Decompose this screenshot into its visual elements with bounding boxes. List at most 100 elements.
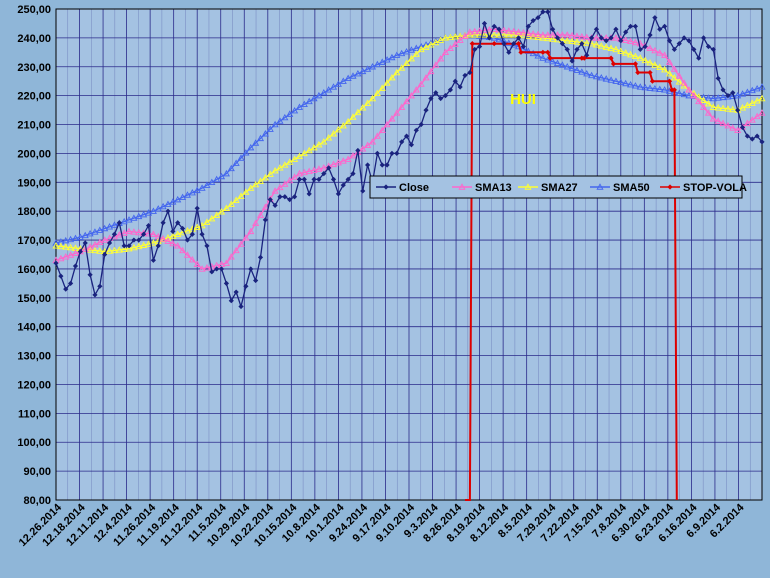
data-point <box>286 110 294 117</box>
y-tick-label: 100,00 <box>17 437 51 449</box>
data-point <box>758 109 766 116</box>
data-point <box>456 32 464 39</box>
data-point <box>670 65 678 72</box>
data-point <box>738 104 747 111</box>
data-point <box>188 255 196 263</box>
data-point <box>540 49 546 55</box>
data-point <box>725 93 731 99</box>
data-point <box>636 54 644 61</box>
data-point <box>194 205 200 211</box>
data-point <box>724 121 732 129</box>
data-point <box>91 246 99 254</box>
data-point <box>686 38 692 44</box>
data-point <box>68 280 74 286</box>
data-point <box>403 48 411 55</box>
data-point <box>719 104 727 112</box>
data-point <box>330 176 337 183</box>
data-point <box>62 236 70 244</box>
data-point <box>529 30 537 37</box>
data-point <box>291 194 298 200</box>
data-point <box>714 94 722 101</box>
data-point <box>82 240 88 246</box>
data-point <box>165 208 171 214</box>
data-point <box>77 249 83 255</box>
data-point <box>477 43 483 50</box>
data-point <box>709 94 717 102</box>
data-point <box>744 133 750 139</box>
data-point <box>110 221 118 228</box>
data-point <box>261 130 269 137</box>
data-point <box>715 75 721 81</box>
data-point <box>534 52 542 59</box>
data-point <box>636 83 644 90</box>
legend-item: SMA13 <box>452 182 512 194</box>
data-point <box>315 165 323 172</box>
data-point <box>554 35 561 41</box>
data-point <box>748 86 756 94</box>
data-point <box>291 173 299 180</box>
data-point <box>485 26 493 33</box>
data-point <box>480 33 489 40</box>
data-point <box>412 86 420 93</box>
data-point <box>602 43 610 50</box>
data-point <box>272 202 278 208</box>
data-point <box>462 72 468 79</box>
data-point <box>525 23 531 29</box>
data-point <box>120 229 128 236</box>
data-point <box>91 240 99 248</box>
data-point <box>189 231 195 237</box>
data-point <box>398 49 406 57</box>
data-point <box>656 49 664 56</box>
data-point <box>305 167 313 175</box>
y-tick-label: 230,00 <box>17 62 51 74</box>
data-point <box>515 41 522 47</box>
data-point <box>505 27 513 34</box>
data-point <box>373 89 381 97</box>
data-point <box>602 75 610 82</box>
data-point <box>735 107 741 113</box>
data-point <box>662 23 668 29</box>
data-point <box>53 260 59 266</box>
data-point <box>247 184 255 191</box>
data-point <box>471 27 479 35</box>
data-point <box>592 72 601 80</box>
data-point <box>76 233 84 240</box>
data-point <box>300 168 308 176</box>
data-point <box>256 134 265 142</box>
data-point <box>97 283 103 289</box>
data-point <box>81 231 89 239</box>
series-close <box>53 9 765 310</box>
data-point <box>696 55 702 61</box>
data-point <box>403 97 411 105</box>
legend-item: Close <box>376 182 429 194</box>
data-point <box>637 46 643 53</box>
data-point <box>695 97 703 105</box>
data-point <box>374 150 380 157</box>
data-point <box>87 272 93 278</box>
data-point <box>125 244 133 252</box>
data-point <box>626 80 635 88</box>
data-point <box>432 37 440 45</box>
data-point <box>423 107 429 113</box>
plot-border <box>55 8 763 501</box>
data-point <box>675 89 683 97</box>
data-point <box>451 40 459 47</box>
data-point <box>651 46 659 54</box>
data-point <box>106 240 113 246</box>
data-point <box>588 71 596 79</box>
data-point <box>316 176 322 183</box>
data-point <box>617 47 625 54</box>
data-point <box>368 94 377 102</box>
data-point <box>339 157 347 164</box>
data-point <box>340 182 346 188</box>
data-point <box>218 266 225 272</box>
data-point <box>626 50 635 58</box>
data-point <box>675 72 683 79</box>
data-point <box>378 126 386 133</box>
data-point <box>441 48 450 56</box>
data-point <box>418 121 424 128</box>
data-point <box>320 164 328 171</box>
chart-title: HUI <box>510 91 536 108</box>
data-point <box>501 41 507 47</box>
